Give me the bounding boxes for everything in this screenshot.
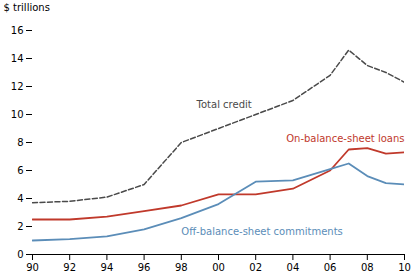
svg-text:12: 12 <box>11 81 24 92</box>
svg-text:10: 10 <box>11 109 24 120</box>
svg-text:90: 90 <box>26 262 39 273</box>
svg-text:Total credit: Total credit <box>196 99 252 110</box>
svg-text:4: 4 <box>17 193 23 204</box>
svg-text:08: 08 <box>361 262 374 273</box>
svg-text:10: 10 <box>398 262 411 273</box>
svg-text:98: 98 <box>175 262 188 273</box>
svg-text:06: 06 <box>324 262 337 273</box>
svg-text:2: 2 <box>17 221 23 232</box>
svg-text:16: 16 <box>11 25 24 36</box>
svg-text:14: 14 <box>11 53 24 64</box>
svg-text:On-balance-sheet loans: On-balance-sheet loans <box>286 133 404 144</box>
svg-text:Off-balance-sheet commitments: Off-balance-sheet commitments <box>181 226 342 237</box>
svg-text:$ trillions: $ trillions <box>4 2 50 13</box>
svg-text:02: 02 <box>249 262 262 273</box>
svg-text:94: 94 <box>101 262 114 273</box>
svg-text:0: 0 <box>17 249 23 260</box>
svg-text:8: 8 <box>17 137 23 148</box>
svg-text:00: 00 <box>212 262 225 273</box>
svg-text:6: 6 <box>17 165 23 176</box>
svg-text:92: 92 <box>63 262 76 273</box>
svg-text:96: 96 <box>138 262 151 273</box>
svg-text:04: 04 <box>287 262 300 273</box>
